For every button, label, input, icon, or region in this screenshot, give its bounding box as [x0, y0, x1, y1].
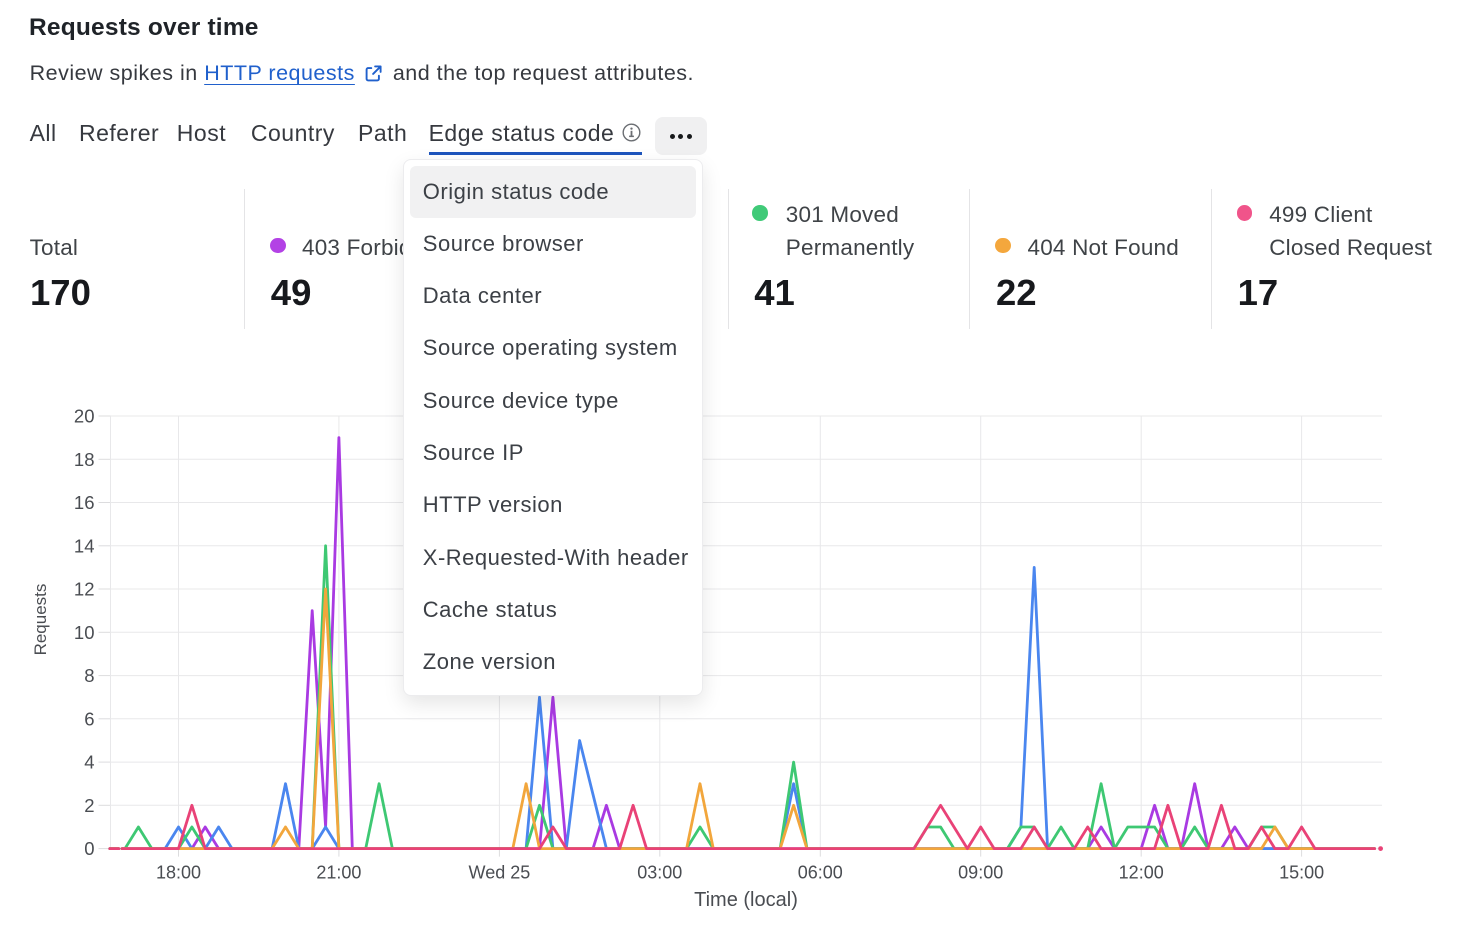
svg-text:21:00: 21:00: [316, 863, 361, 883]
svg-text:4: 4: [84, 752, 94, 773]
svg-text:Requests: Requests: [31, 584, 50, 656]
svg-text:18: 18: [74, 449, 95, 470]
svg-text:Time (local): Time (local): [694, 889, 798, 911]
svg-text:10: 10: [74, 622, 95, 643]
svg-text:2: 2: [84, 795, 94, 816]
svg-text:09:00: 09:00: [958, 863, 1003, 883]
svg-text:15:00: 15:00: [1279, 863, 1324, 883]
svg-text:12:00: 12:00: [1119, 863, 1164, 883]
svg-text:8: 8: [84, 665, 94, 686]
svg-text:06:00: 06:00: [798, 863, 843, 883]
svg-text:Wed 25: Wed 25: [469, 863, 531, 883]
svg-text:0: 0: [84, 838, 94, 859]
svg-text:18:00: 18:00: [156, 863, 201, 883]
svg-text:03:00: 03:00: [637, 863, 682, 883]
svg-text:14: 14: [74, 535, 95, 556]
svg-text:12: 12: [74, 579, 95, 600]
svg-text:20: 20: [74, 406, 95, 427]
svg-text:6: 6: [84, 708, 94, 729]
svg-text:16: 16: [74, 492, 95, 513]
